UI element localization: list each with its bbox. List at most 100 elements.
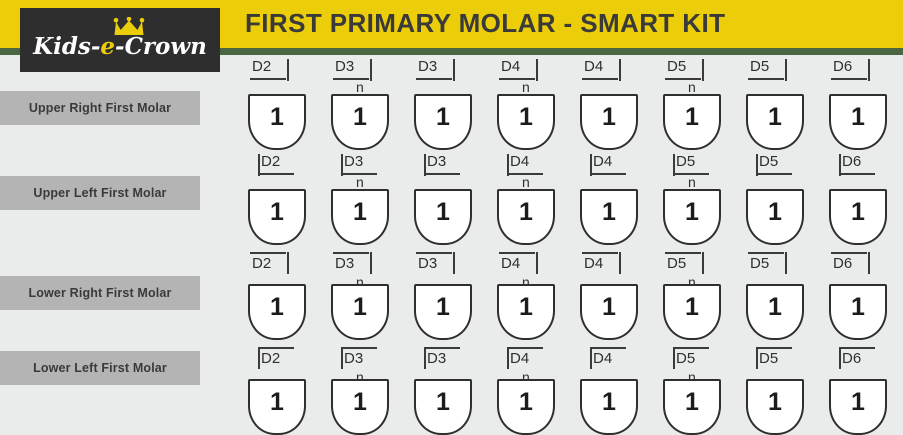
bracket-vertical [424, 347, 426, 369]
tooth-crown-icon[interactable]: 1 [497, 94, 555, 150]
tooth-cell[interactable]: D4 1 [572, 245, 651, 340]
tooth-cell[interactable]: D3 1 [406, 150, 485, 245]
crown-quantity: 1 [768, 293, 782, 321]
tooth-cell[interactable]: D2 1 [240, 245, 319, 340]
cell-label: D4 [584, 58, 604, 75]
tooth-cell[interactable]: D5 1 [738, 150, 817, 245]
tooth-cell[interactable]: D3 1 [406, 55, 485, 150]
tooth-crown-icon[interactable]: 1 [248, 94, 306, 150]
tooth-crown-icon[interactable]: 1 [829, 379, 887, 435]
tooth-crown-icon[interactable]: 1 [829, 189, 887, 245]
tooth-crown-icon[interactable]: 1 [497, 284, 555, 340]
tooth-crown-icon[interactable]: 1 [663, 284, 721, 340]
logo-text-accent: e [100, 33, 116, 60]
bracket-horizontal [748, 252, 784, 254]
n-marker: n [356, 174, 364, 190]
cell-label: D3 [344, 350, 364, 367]
tooth-crown-icon[interactable]: 1 [331, 379, 389, 435]
tooth-cell[interactable]: D4 1 [572, 340, 651, 435]
bracket-horizontal [831, 78, 867, 80]
tooth-crown-icon[interactable]: 1 [414, 284, 472, 340]
bracket-vertical [258, 154, 260, 176]
tooth-cell[interactable]: D3 n 1 [323, 245, 402, 340]
tooth-cell[interactable]: D4 1 [572, 55, 651, 150]
tooth-crown-icon[interactable]: 1 [414, 189, 472, 245]
tooth-cell[interactable]: D6 1 [821, 55, 900, 150]
tooth-cell[interactable]: D2 1 [240, 150, 319, 245]
tooth-cell[interactable]: D3 n 1 [323, 150, 402, 245]
tooth-cell[interactable]: D4 n 1 [489, 245, 568, 340]
bracket-vertical [536, 252, 538, 274]
tooth-crown-icon[interactable]: 1 [746, 189, 804, 245]
tooth-crown-icon[interactable]: 1 [663, 189, 721, 245]
tooth-crown-icon[interactable]: 1 [829, 94, 887, 150]
cell-label: D5 [750, 58, 770, 75]
cell-label: D6 [842, 350, 862, 367]
tooth-cell[interactable]: D2 1 [240, 340, 319, 435]
crown-quantity: 1 [602, 198, 616, 226]
bracket-vertical [341, 347, 343, 369]
tooth-crown-icon[interactable]: 1 [580, 379, 638, 435]
cell-label: D3 [418, 58, 438, 75]
tooth-cell[interactable]: D3 n 1 [323, 55, 402, 150]
tooth-row-upper-left: D2 1 D3 n 1 D3 1 D4 n 1 D4 1 D5 n 1 D5 1 D6 1 [240, 150, 903, 245]
cell-tag: D4 [497, 57, 553, 83]
tooth-cell[interactable]: D5 n 1 [655, 340, 734, 435]
tooth-cell[interactable]: D4 1 [572, 150, 651, 245]
crown-quantity: 1 [519, 293, 533, 321]
bracket-vertical [287, 252, 289, 274]
tooth-crown-icon[interactable]: 1 [414, 379, 472, 435]
tooth-cell[interactable]: D3 1 [406, 245, 485, 340]
tooth-cell[interactable]: D5 n 1 [655, 55, 734, 150]
tooth-crown-icon[interactable]: 1 [331, 94, 389, 150]
bracket-vertical [287, 59, 289, 81]
tooth-cell[interactable]: D3 1 [406, 340, 485, 435]
cell-label: D4 [593, 153, 613, 170]
tooth-crown-icon[interactable]: 1 [746, 284, 804, 340]
tooth-crown-icon[interactable]: 1 [580, 94, 638, 150]
tooth-cell[interactable]: D4 n 1 [489, 340, 568, 435]
tooth-crown-icon[interactable]: 1 [248, 189, 306, 245]
tooth-cell[interactable]: D5 1 [738, 340, 817, 435]
tooth-cell[interactable]: D4 n 1 [489, 150, 568, 245]
tooth-crown-icon[interactable]: 1 [248, 284, 306, 340]
brand-logo: Kids-e-Crown [20, 8, 220, 72]
bracket-vertical [619, 59, 621, 81]
tooth-crown-icon[interactable]: 1 [746, 379, 804, 435]
tooth-cell[interactable]: D5 1 [738, 55, 817, 150]
bracket-horizontal [665, 252, 701, 254]
tooth-crown-icon[interactable]: 1 [414, 94, 472, 150]
tooth-cell[interactable]: D3 n 1 [323, 340, 402, 435]
tooth-crown-icon[interactable]: 1 [497, 189, 555, 245]
tooth-crown-icon[interactable]: 1 [331, 189, 389, 245]
tooth-crown-icon[interactable]: 1 [663, 94, 721, 150]
tooth-cell[interactable]: D5 n 1 [655, 245, 734, 340]
tooth-cell[interactable]: D4 n 1 [489, 55, 568, 150]
tooth-crown-icon[interactable]: 1 [829, 284, 887, 340]
bracket-vertical [258, 347, 260, 369]
cell-label: D2 [252, 58, 272, 75]
cell-tag: D6 [829, 57, 885, 83]
crown-quantity: 1 [353, 293, 367, 321]
tooth-crown-icon[interactable]: 1 [248, 379, 306, 435]
bracket-horizontal [416, 252, 452, 254]
tooth-crown-icon[interactable]: 1 [331, 284, 389, 340]
cell-tag: D2 [248, 57, 304, 83]
tooth-cell[interactable]: D5 1 [738, 245, 817, 340]
bracket-vertical [868, 59, 870, 81]
crown-quantity: 1 [519, 388, 533, 416]
tooth-cell[interactable]: D5 n 1 [655, 150, 734, 245]
bracket-vertical [673, 347, 675, 369]
tooth-crown-icon[interactable]: 1 [497, 379, 555, 435]
tooth-cell[interactable]: D6 1 [821, 340, 900, 435]
tooth-crown-icon[interactable]: 1 [663, 379, 721, 435]
tooth-cell[interactable]: D6 1 [821, 150, 900, 245]
tooth-crown-icon[interactable]: 1 [580, 284, 638, 340]
tooth-cell[interactable]: D6 1 [821, 245, 900, 340]
bracket-vertical [424, 154, 426, 176]
bracket-vertical [619, 252, 621, 274]
cell-tag: D6 [829, 249, 885, 275]
tooth-cell[interactable]: D2 1 [240, 55, 319, 150]
tooth-crown-icon[interactable]: 1 [580, 189, 638, 245]
tooth-crown-icon[interactable]: 1 [746, 94, 804, 150]
